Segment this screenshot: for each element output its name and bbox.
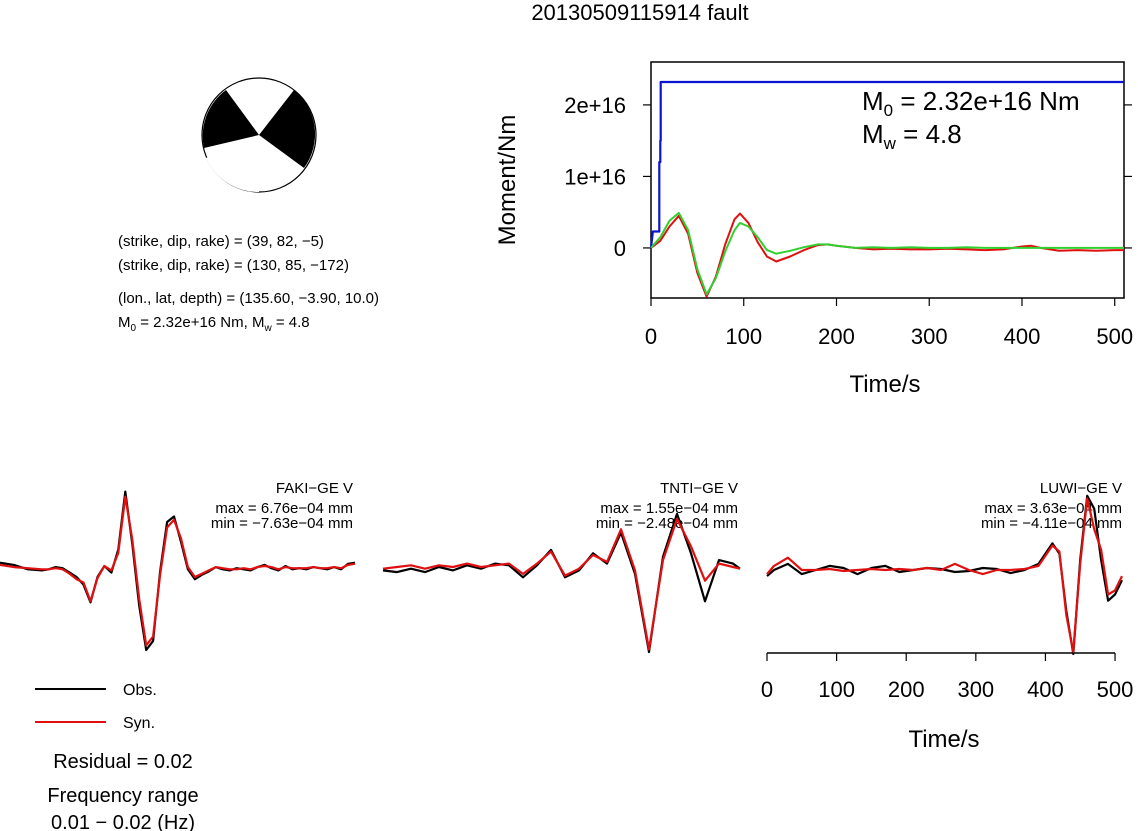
legend-syn-label: Syn. bbox=[123, 715, 155, 732]
station-label: LUWI−GE V bbox=[1040, 480, 1122, 497]
moment-chart-frame bbox=[650, 61, 1125, 299]
moment-series-line bbox=[650, 212, 1124, 298]
residual-label: Residual = 0.02 bbox=[53, 751, 193, 773]
waveform-xtick-label: 400 bbox=[1027, 677, 1064, 702]
waveform-time-axis: 0 100 200 300 400 500 bbox=[761, 652, 1134, 702]
frequency-range-label: Frequency range bbox=[47, 785, 198, 807]
moment-ytick-label: 2e+16 bbox=[564, 93, 626, 118]
moment-chart-axes: 0 100 200 300 400 500 0 1e+16 2e+16 bbox=[564, 93, 1133, 349]
waveform-xtick-label: 500 bbox=[1097, 677, 1134, 702]
max-label: max = 1.55e−04 mm bbox=[600, 500, 738, 517]
moment-xlabel: Time/s bbox=[849, 371, 920, 398]
moment-ytick-label: 0 bbox=[614, 236, 626, 261]
moment-series-line bbox=[650, 211, 1124, 296]
station-label: FAKI−GE V bbox=[276, 480, 353, 497]
waveform-panel-faki: FAKI−GE V max = 6.76e−04 mm min = −7.63e… bbox=[0, 480, 356, 652]
waveform-line-obs bbox=[382, 512, 741, 654]
moment-xtick-label: 200 bbox=[818, 324, 855, 349]
waveform-xlabel: Time/s bbox=[908, 726, 979, 753]
waveform-panel-luwi: LUWI−GE V max = 3.63e−04 mm min = −4.11e… bbox=[761, 480, 1134, 753]
moment-chart-series bbox=[649, 80, 1124, 298]
moment-mw-annotation: Mw = 4.8 bbox=[862, 119, 962, 153]
moment-xtick-label: 300 bbox=[911, 324, 948, 349]
min-label: min = −7.63e−04 mm bbox=[211, 515, 353, 532]
moment-xtick-label: 100 bbox=[725, 324, 762, 349]
min-label: min = −4.11e−04 mm bbox=[981, 515, 1122, 532]
moment-ylabel: Moment/Nm bbox=[494, 115, 521, 246]
waveform-line-syn bbox=[382, 517, 741, 651]
moment-xtick-label: 400 bbox=[1004, 324, 1041, 349]
moment-m0-annotation: M0 = 2.32e+16 Nm bbox=[862, 86, 1080, 120]
max-label: max = 6.76e−04 mm bbox=[215, 500, 353, 517]
moment-ytick-label: 1e+16 bbox=[564, 164, 626, 189]
moment-xtick-label: 500 bbox=[1096, 324, 1133, 349]
moment-chart: 0 100 200 300 400 500 0 1e+16 2e+16 M0 = 2.32e+1… bbox=[494, 61, 1133, 398]
location-label: (lon., lat, depth) = (135.60, −3.90, 10.… bbox=[118, 290, 379, 307]
beachball-mechanism bbox=[201, 77, 317, 193]
figure-title: 20130509115914 fault bbox=[531, 0, 748, 25]
legend: Obs. Syn. Residual = 0.02 Frequency rang… bbox=[35, 682, 199, 831]
waveform-line-syn bbox=[766, 497, 1123, 653]
moment-label: M0 = 2.32e+16 Nm, Mw = 4.8 bbox=[118, 314, 310, 334]
waveform-xtick-label: 100 bbox=[818, 677, 855, 702]
waveform-line-syn bbox=[0, 495, 356, 647]
waveform-xtick-label: 0 bbox=[761, 677, 773, 702]
plane2-label: (strike, dip, rake) = (130, 85, −172) bbox=[118, 257, 349, 274]
solution-text: (strike, dip, rake) = (39, 82, −5) (stri… bbox=[118, 233, 379, 334]
waveform-xtick-label: 300 bbox=[957, 677, 994, 702]
moment-xtick-label: 0 bbox=[645, 324, 657, 349]
moment-series-line bbox=[649, 80, 1124, 249]
frequency-range-value: 0.01 − 0.02 (Hz) bbox=[51, 812, 195, 831]
waveform-xtick-label: 200 bbox=[888, 677, 925, 702]
waveform-panel-tnti: TNTI−GE V max = 1.55e−04 mm min = −2.48e… bbox=[382, 480, 741, 654]
min-label: min = −2.48e−04 mm bbox=[596, 515, 738, 532]
legend-obs-label: Obs. bbox=[123, 682, 157, 699]
plane1-label: (strike, dip, rake) = (39, 82, −5) bbox=[118, 233, 324, 250]
station-label: TNTI−GE V bbox=[660, 480, 738, 497]
